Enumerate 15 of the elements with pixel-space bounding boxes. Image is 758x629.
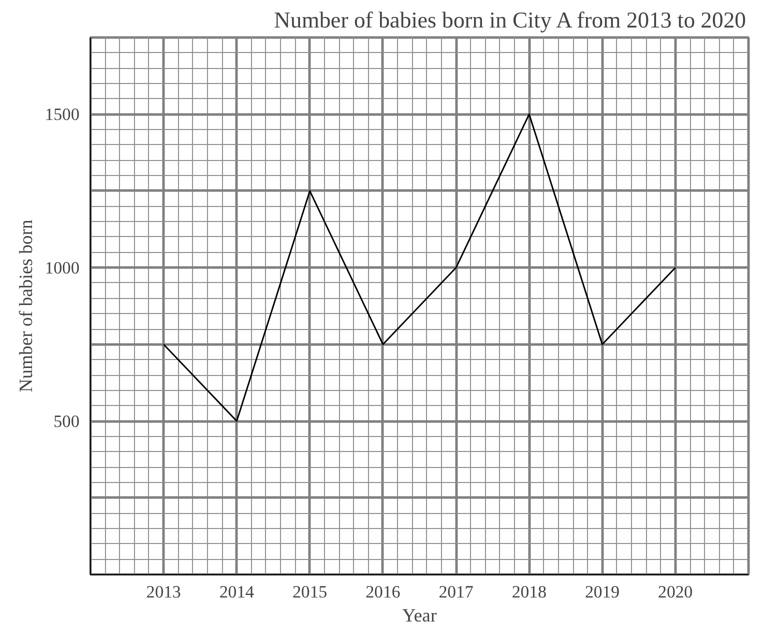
x-axis-title: Year	[402, 606, 438, 626]
x-tick-label: 2014	[219, 582, 254, 602]
x-tick-label: 2013	[146, 582, 181, 602]
x-tick-label: 2018	[512, 582, 546, 602]
line-series	[162, 113, 676, 422]
x-tick-label: 2020	[658, 582, 693, 602]
y-tick-label: 500	[54, 412, 80, 432]
x-tick-label: 2019	[584, 582, 620, 602]
y-tick-label: 1000	[44, 258, 80, 278]
x-tick-label: 2015	[292, 582, 328, 602]
y-tick-label: 1500	[44, 105, 80, 124]
x-tick-label: 2017	[438, 582, 474, 602]
y-axis-title: Number of babies born	[16, 219, 37, 392]
x-tick-label: 2016	[366, 582, 401, 602]
chart-title: Number of babies born in City A from 2013 to 2020	[274, 8, 746, 32]
